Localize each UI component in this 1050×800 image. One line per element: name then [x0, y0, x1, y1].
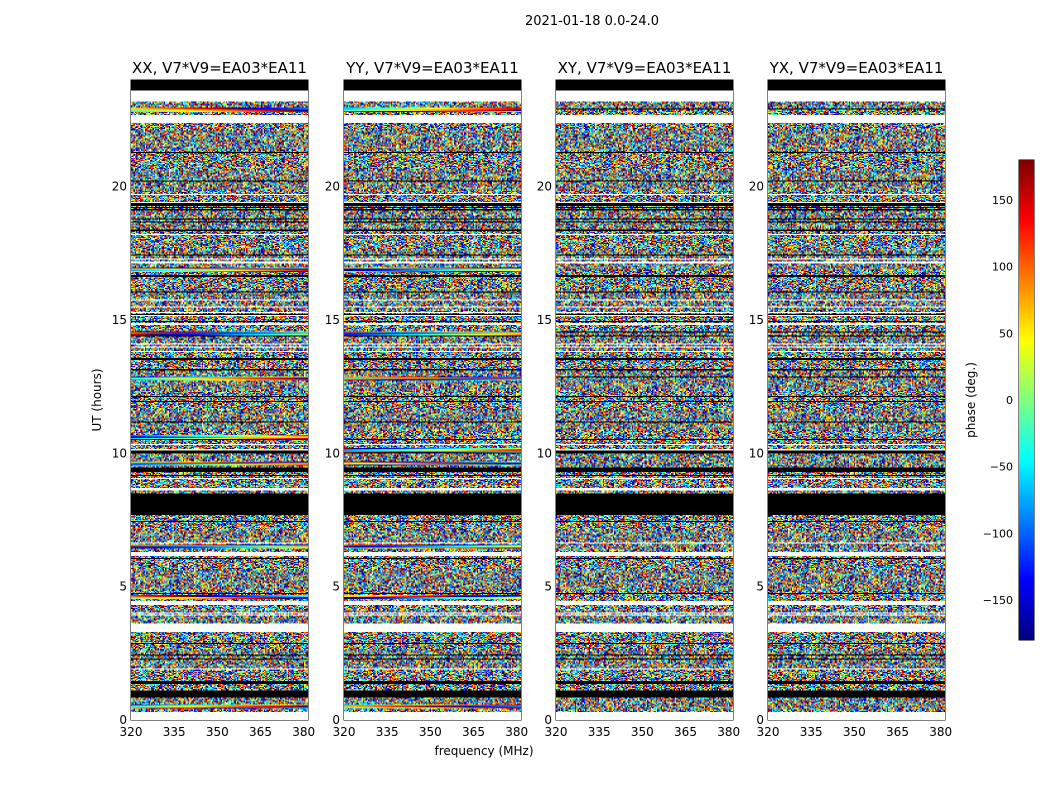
x-tick-label: 335 — [163, 725, 186, 739]
y-tick-label: 5 — [119, 580, 127, 594]
x-tick-label: 350 — [206, 725, 229, 739]
colorbar-tick-label: −100 — [983, 527, 1013, 540]
y-tick-label: 10 — [749, 446, 764, 460]
y-tick-label: 10 — [325, 446, 340, 460]
y-tick-label: 0 — [756, 713, 764, 727]
colorbar-tick-label: 0 — [1006, 394, 1013, 407]
colorbar-tick-label: −150 — [983, 594, 1013, 607]
panel-title-4: YX, V7*V9=EA03*EA11 — [769, 59, 944, 77]
x-axis-label: frequency (MHz) — [434, 744, 533, 758]
panel-title-2: YY, V7*V9=EA03*EA11 — [345, 59, 519, 77]
x-tick-label: 365 — [249, 725, 272, 739]
y-axis-label: UT (hours) — [90, 368, 104, 431]
y-tick-label: 15 — [537, 313, 552, 327]
x-tick-label: 335 — [376, 725, 399, 739]
x-tick-label: 320 — [333, 725, 356, 739]
x-tick-label: 335 — [588, 725, 611, 739]
y-tick-label: 0 — [119, 713, 127, 727]
x-tick-label: 350 — [843, 725, 866, 739]
x-tick-label: 335 — [800, 725, 823, 739]
x-tick-label: 320 — [545, 725, 568, 739]
x-tick-label: 320 — [120, 725, 143, 739]
x-tick-label: 365 — [674, 725, 697, 739]
x-tick-label: 380 — [292, 725, 315, 739]
y-tick-label: 5 — [332, 580, 340, 594]
heatmap-panel-3 — [556, 80, 733, 720]
heatmap-panel-2 — [344, 80, 521, 720]
y-tick-label: 10 — [537, 446, 552, 460]
y-tick-label: 20 — [112, 180, 127, 194]
y-tick-label: 5 — [544, 580, 552, 594]
heatmap-panel-4 — [768, 80, 945, 720]
y-tick-label: 20 — [325, 180, 340, 194]
colorbar-tick-label: 150 — [992, 194, 1013, 207]
x-tick-label: 365 — [462, 725, 485, 739]
x-tick-label: 320 — [757, 725, 780, 739]
panel-title-1: XX, V7*V9=EA03*EA11 — [132, 59, 307, 77]
x-tick-label: 380 — [505, 725, 528, 739]
figure-title: 2021-01-18 0.0-24.0 — [525, 14, 659, 29]
colorbar-tick-label: −50 — [990, 461, 1013, 474]
x-tick-label: 365 — [886, 725, 909, 739]
y-tick-label: 20 — [537, 180, 552, 194]
y-tick-label: 20 — [749, 180, 764, 194]
y-tick-label: 10 — [112, 446, 127, 460]
y-tick-label: 5 — [756, 580, 764, 594]
panel-title-3: XY, V7*V9=EA03*EA11 — [558, 59, 732, 77]
y-tick-label: 15 — [325, 313, 340, 327]
x-tick-label: 350 — [631, 725, 654, 739]
y-tick-label: 15 — [112, 313, 127, 327]
colorbar-gradient — [1019, 160, 1034, 640]
y-tick-label: 0 — [332, 713, 340, 727]
colorbar-tick-label: 50 — [999, 327, 1013, 340]
heatmap-panel-1 — [131, 80, 308, 720]
x-tick-label: 380 — [717, 725, 740, 739]
colorbar-tick-label: 100 — [992, 261, 1013, 274]
y-tick-label: 15 — [749, 313, 764, 327]
x-tick-label: 350 — [419, 725, 442, 739]
y-tick-label: 0 — [544, 713, 552, 727]
colorbar-label: phase (deg.) — [964, 362, 978, 438]
x-tick-label: 380 — [929, 725, 952, 739]
